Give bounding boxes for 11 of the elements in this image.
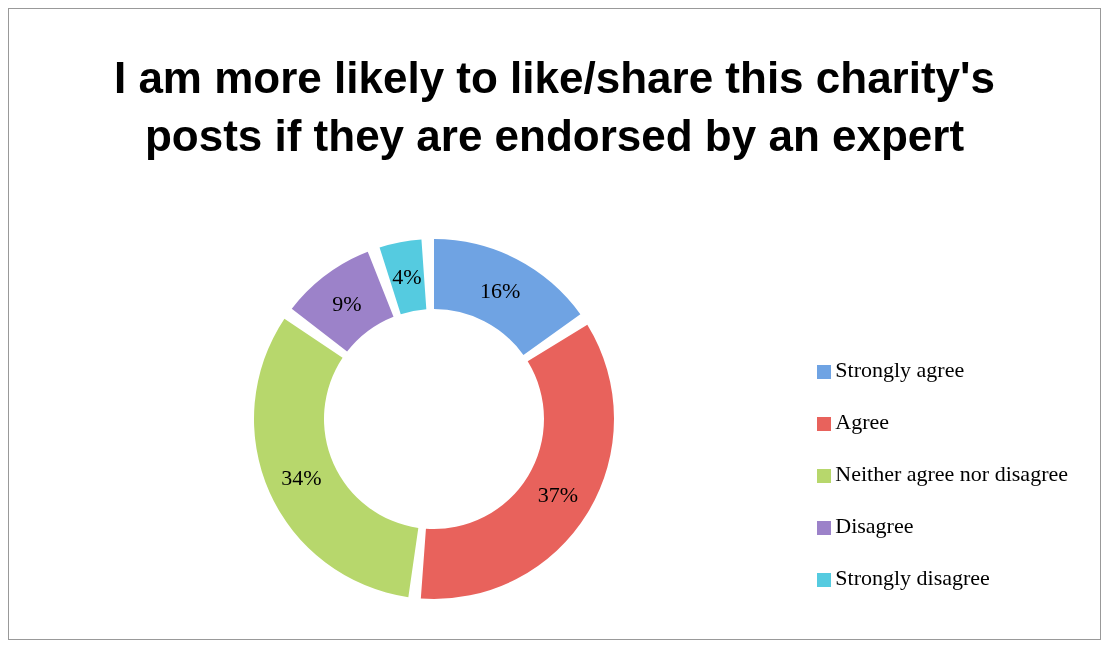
legend-label: Agree	[835, 409, 890, 434]
data-label: 16%	[480, 277, 521, 303]
legend-label: Strongly agree	[835, 357, 965, 382]
data-label: 4%	[392, 264, 422, 290]
legend-label: Neither agree nor disagree	[835, 461, 1068, 486]
data-label: 9%	[332, 290, 362, 316]
data-label: 34%	[281, 465, 322, 491]
chart-title: I am more likely to like/share this charity's posts if they are endorsed by an expert	[112, 52, 997, 162]
legend-label: Disagree	[835, 513, 914, 538]
data-label: 37%	[537, 481, 579, 507]
legend-label: Strongly disagree	[835, 565, 990, 590]
